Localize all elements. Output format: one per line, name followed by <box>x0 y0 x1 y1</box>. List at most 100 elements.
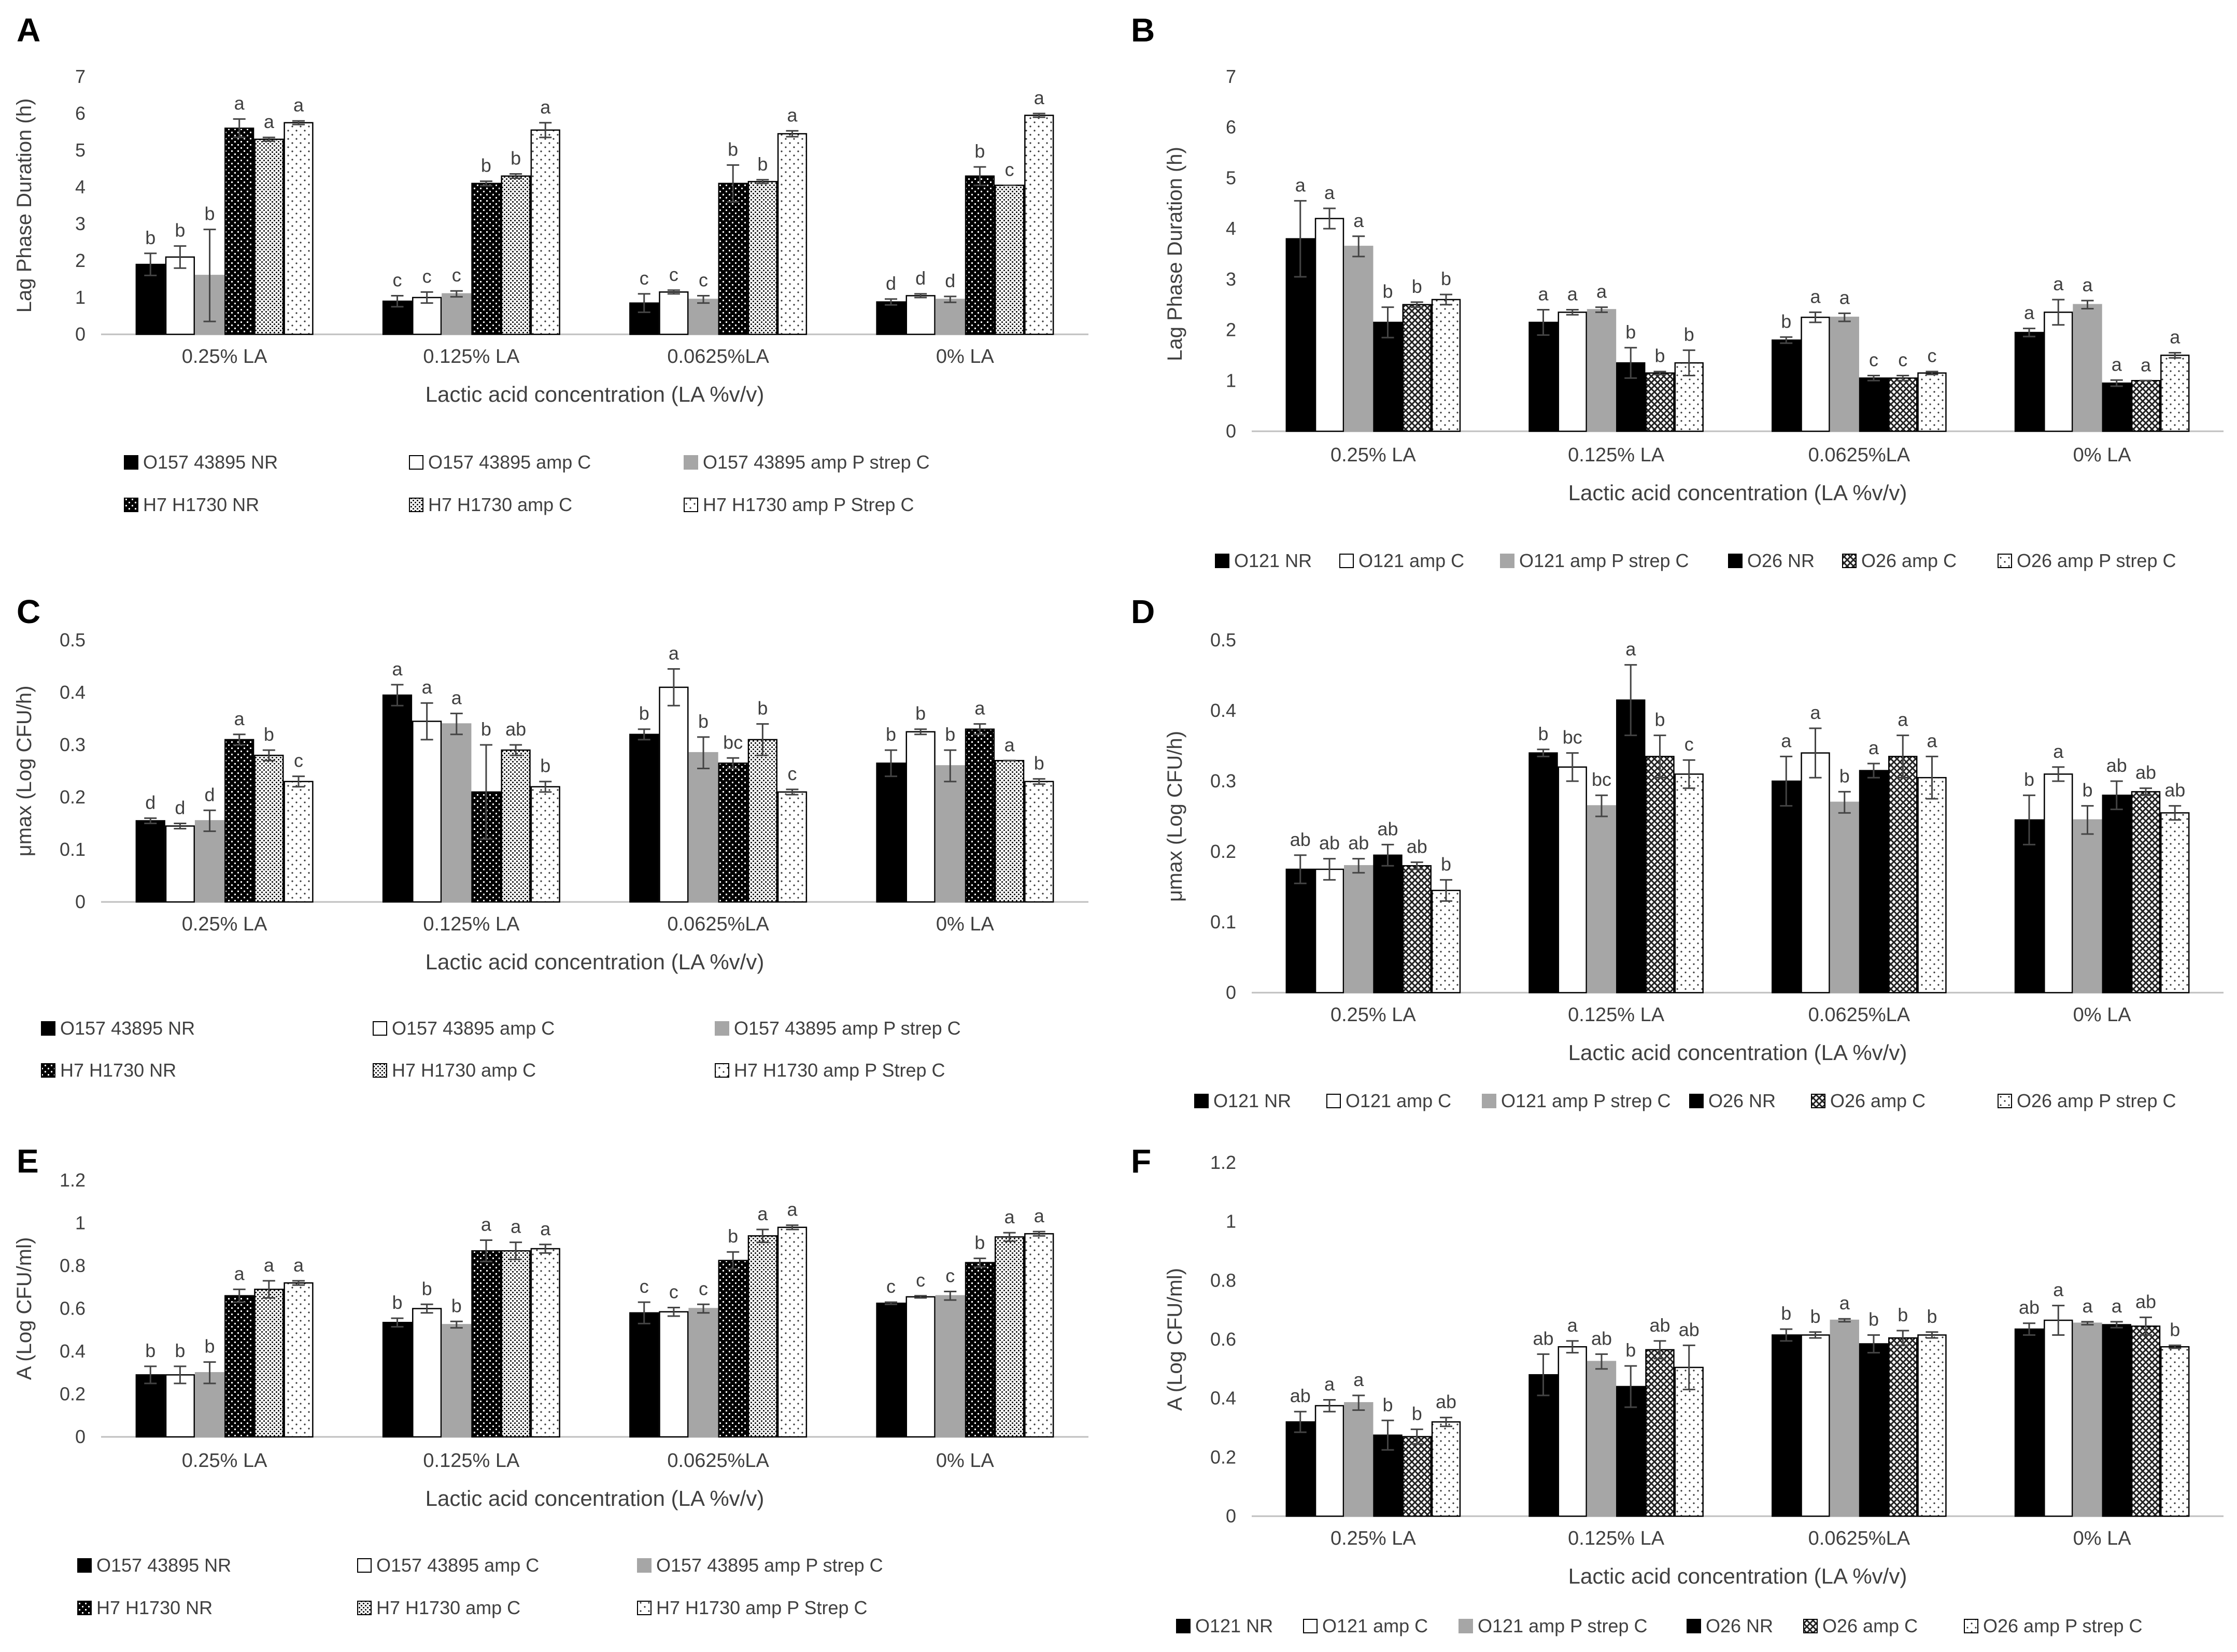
y-axis-label: Lag Phase Duration (h) <box>1164 147 1186 361</box>
legend-label: O121 NR <box>1195 1615 1273 1636</box>
bar <box>1587 1361 1617 1517</box>
significance-letter: c <box>1928 345 1937 366</box>
legend-swatch <box>1459 1619 1473 1633</box>
significance-letter: a <box>2112 1295 2122 1317</box>
bar <box>718 182 748 335</box>
significance-letter: ab <box>2164 780 2185 801</box>
bar <box>905 295 936 335</box>
bar <box>254 138 284 335</box>
significance-letter: a <box>1004 1206 1015 1227</box>
significance-letter: ab <box>1319 832 1340 854</box>
legend-label: O121 amp C <box>1322 1615 1428 1636</box>
bar <box>1616 1386 1646 1517</box>
significance-letter: b <box>145 227 155 248</box>
legend-label: O157 43895 NR <box>60 1018 195 1039</box>
significance-letter: a <box>2053 1279 2064 1301</box>
significance-letter: a <box>1839 287 1850 308</box>
y-tick-label: 6 <box>1226 117 1236 138</box>
legend-swatch <box>684 455 698 470</box>
bar <box>1431 299 1461 432</box>
y-tick-label: 1 <box>1226 370 1236 391</box>
bar <box>284 781 314 903</box>
x-axis-label: Lactic acid concentration (LA %v/v) <box>426 950 764 974</box>
bar <box>1431 1421 1461 1517</box>
significance-letter: ab <box>505 718 526 740</box>
y-tick-label: 0.4 <box>1210 1388 1236 1409</box>
significance-letter: a <box>293 94 304 116</box>
category-label: 0% LA <box>2073 1528 2132 1549</box>
significance-letter: a <box>1898 709 1908 730</box>
significance-letter: a <box>1868 737 1879 758</box>
significance-letter: a <box>1324 1374 1335 1395</box>
bar <box>165 256 195 335</box>
y-tick-label: 1 <box>75 1212 86 1234</box>
significance-letter: b <box>1412 1403 1422 1424</box>
significance-letter: b <box>175 220 185 241</box>
bar <box>2014 332 2044 432</box>
y-tick-label: 6 <box>75 103 86 124</box>
bar <box>165 1374 195 1438</box>
significance-letter: a <box>2082 1295 2093 1317</box>
bar <box>718 763 748 903</box>
significance-letter: b <box>1441 853 1451 874</box>
significance-letter: b <box>1538 723 1548 744</box>
significance-letter: b <box>392 1292 402 1313</box>
legend-label: H7 H1730 NR <box>143 494 259 515</box>
significance-letter: a <box>293 1254 304 1276</box>
legend-label: O157 43895 amp P strep C <box>703 451 930 473</box>
significance-letter: a <box>1538 283 1549 304</box>
panel-f: F00.20.40.60.811.2A (Log CFU/ml) aba ab bab… <box>1131 1142 2224 1636</box>
significance-letter: b <box>1441 268 1451 289</box>
bar <box>1344 246 1374 432</box>
category-label: 0% LA <box>936 913 995 935</box>
bar <box>777 791 808 903</box>
category-label: 0% LA <box>2073 444 2132 466</box>
legend-label: O26 amp C <box>1822 1615 1918 1636</box>
significance-letter: a <box>1353 1369 1364 1390</box>
legend-label: O26 amp P strep C <box>2017 1090 2176 1111</box>
legend-swatch <box>1482 1094 1496 1108</box>
significance-letter: d <box>915 267 926 289</box>
significance-letter: b <box>698 711 709 732</box>
bar <box>194 820 225 903</box>
significance-letter: c <box>788 763 797 784</box>
significance-letter: c <box>1898 349 1907 371</box>
significance-letter: b <box>2082 780 2092 801</box>
bar <box>1024 115 1054 335</box>
category-label: 0.125% LA <box>423 1450 520 1472</box>
legend-swatch <box>1303 1619 1318 1633</box>
y-tick-label: 0.5 <box>1210 629 1236 651</box>
bar <box>442 1324 472 1438</box>
significance-letter: bc <box>723 731 743 753</box>
bar <box>1558 312 1587 432</box>
bar <box>224 128 254 335</box>
significance-letter: b <box>175 1340 185 1361</box>
significance-letter: b <box>1654 709 1665 730</box>
y-axis-label: μmax (Log CFU/h) <box>1164 731 1186 902</box>
y-tick-label: 2 <box>75 250 86 271</box>
significance-letter: ab <box>1407 836 1427 857</box>
bar <box>2102 382 2131 432</box>
bar <box>1344 1402 1374 1517</box>
bar <box>2102 1324 2131 1517</box>
bar <box>1587 309 1617 432</box>
bar <box>224 1295 254 1438</box>
significance-letter: ab <box>2135 762 2156 783</box>
bar <box>1314 868 1344 994</box>
legend-swatch <box>1998 1094 2012 1108</box>
significance-letter: a <box>1810 286 1821 307</box>
legend-label: H7 H1730 NR <box>96 1597 213 1618</box>
significance-letter: b <box>451 1295 462 1316</box>
bar <box>1917 776 1947 994</box>
legend-label: H7 H1730 amp P Strep C <box>703 494 914 515</box>
legend-label: H7 H1730 amp C <box>392 1060 536 1081</box>
bar <box>284 122 314 335</box>
bar <box>1830 1319 1859 1517</box>
legend-swatch <box>1326 1094 1341 1108</box>
significance-letter: b <box>1382 1394 1393 1415</box>
significance-letter: b <box>1382 281 1393 302</box>
legend-swatch <box>1687 1619 1701 1633</box>
bar <box>471 1250 501 1438</box>
bar <box>2044 312 2073 432</box>
